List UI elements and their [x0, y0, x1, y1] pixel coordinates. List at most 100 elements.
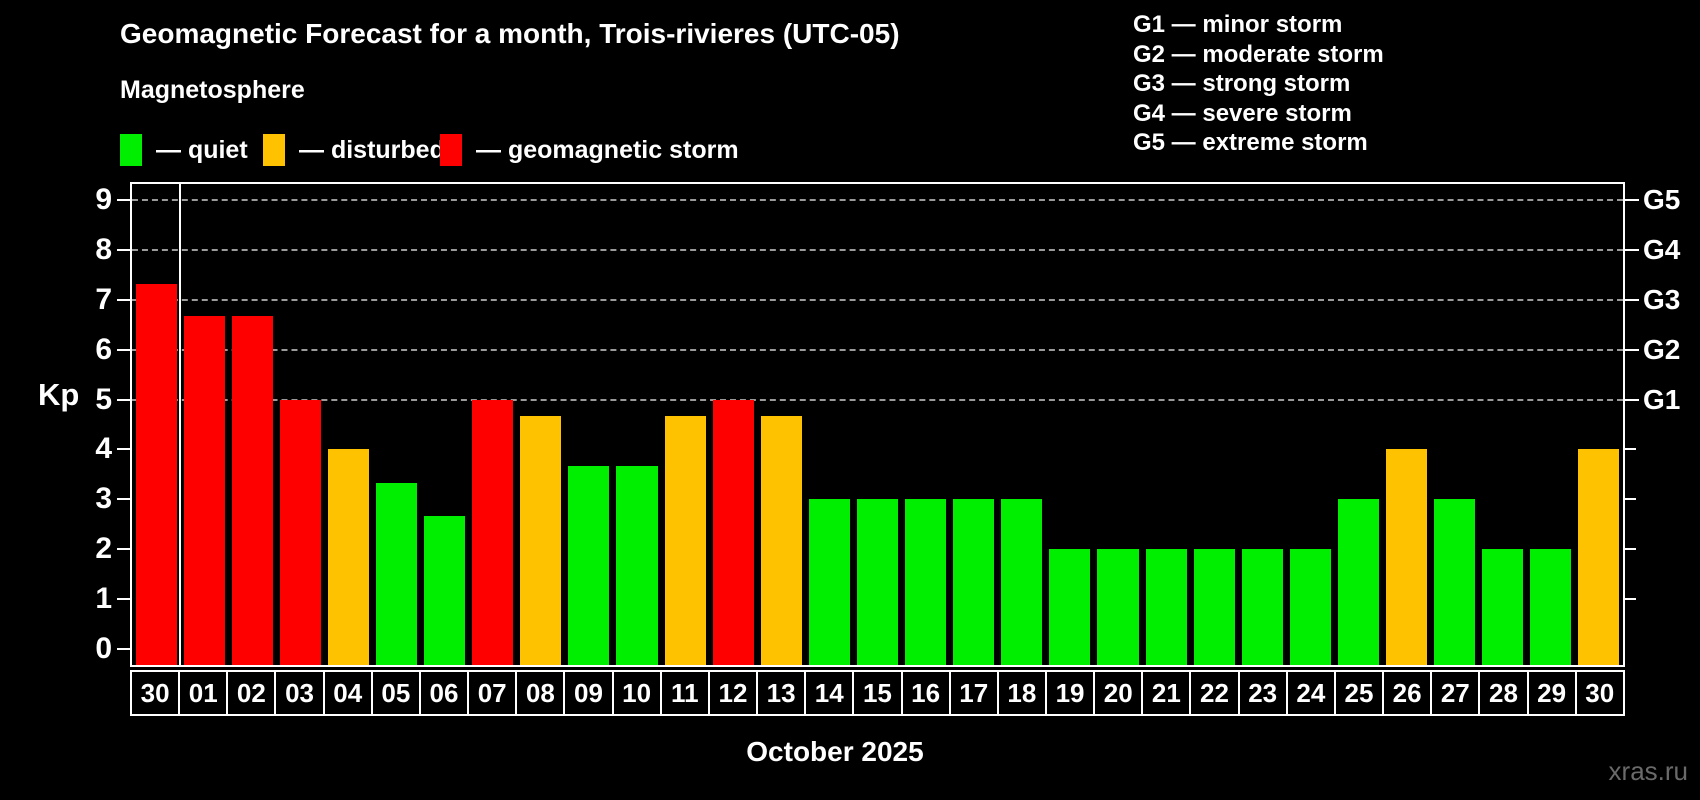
date-cell-30: 30 — [1574, 670, 1625, 716]
y-axis-tick-7 — [117, 299, 131, 302]
y-axis-label-5: 5 — [95, 382, 112, 416]
y-axis-label-8: 8 — [95, 233, 112, 267]
g-legend-line-4: G4 — severe storm — [1133, 99, 1352, 127]
kp-bar-day-13 — [760, 416, 802, 665]
y-axis-tick-0 — [117, 647, 131, 650]
g-legend-line-2: G2 — moderate storm — [1133, 40, 1384, 68]
date-cell-19: 19 — [1044, 670, 1096, 716]
date-cell-01: 01 — [178, 670, 229, 716]
g-scale-legend: G1 — minor storm G2 — moderate storm G3 — … — [1133, 10, 1384, 158]
watermark: xras.ru — [1608, 756, 1688, 786]
kp-bar-day-26 — [1386, 449, 1428, 665]
date-cell-18: 18 — [996, 670, 1047, 716]
date-cell-17: 17 — [948, 670, 999, 716]
kp-bar-day-12 — [712, 399, 754, 665]
date-cell-12: 12 — [707, 670, 759, 716]
date-cell-04: 04 — [322, 670, 373, 716]
y-axis-tick-1 — [117, 597, 131, 600]
x-axis-date-row: 30 01 02 03 04 05 06 07 08 09 10 11 12 13 14 15 16 17 18 19… — [130, 670, 1625, 716]
month-separator-line — [179, 184, 182, 665]
right-axis-tick-G3 — [1624, 299, 1639, 302]
legend-label-storm: — geomagnetic storm — [476, 135, 739, 164]
kp-bar-day-07 — [472, 399, 514, 665]
right-axis-tick-G2 — [1624, 348, 1639, 351]
kp-bar-day-30 — [1578, 449, 1620, 665]
legend-item-storm: — geomagnetic storm — [440, 130, 739, 170]
kp-bar-day-09 — [568, 465, 610, 665]
date-cell-23: 23 — [1237, 670, 1288, 716]
kp-bar-day-20 — [1097, 548, 1139, 665]
legend-item-quiet: — quiet — [120, 130, 248, 170]
right-axis-tick-G4 — [1624, 249, 1639, 252]
date-cell-28: 28 — [1478, 670, 1529, 716]
y-axis-label-6: 6 — [95, 332, 112, 366]
y-axis-tick-6 — [117, 348, 131, 351]
g-legend-line-1: G1 — minor storm — [1133, 11, 1343, 38]
date-cell-05: 05 — [370, 670, 421, 716]
y-axis-tick-2 — [117, 547, 131, 550]
kp-bar-day-14 — [808, 499, 850, 665]
right-axis-label-G3: G3 — [1643, 284, 1681, 316]
legend-swatch-disturbed — [263, 134, 285, 166]
legend-item-disturbed: — disturbed — [263, 130, 445, 170]
kp-bar-day-05 — [375, 482, 418, 665]
right-axis-label-G2: G2 — [1643, 333, 1681, 365]
gridline-kp6 — [132, 348, 1623, 351]
date-cell-27: 27 — [1430, 670, 1481, 716]
date-cell-16: 16 — [900, 670, 951, 716]
g-legend-line-5: G5 — extreme storm — [1133, 129, 1368, 156]
date-cell-11: 11 — [659, 670, 710, 716]
right-axis-minor-tick-3 — [1624, 498, 1636, 501]
kp-axis-title: Kp — [38, 377, 80, 412]
kp-bar-day-08 — [520, 416, 562, 665]
y-axis-tick-9 — [117, 199, 131, 202]
date-cell-14: 14 — [804, 670, 855, 716]
date-cell-29: 29 — [1526, 670, 1577, 716]
kp-bar-day-16 — [905, 499, 947, 665]
right-axis-minor-tick-1 — [1624, 597, 1636, 600]
y-axis-tick-3 — [117, 498, 131, 501]
date-cell-07: 07 — [467, 670, 518, 716]
y-axis-label-4: 4 — [95, 432, 112, 466]
right-axis-minor-tick-2 — [1624, 547, 1636, 550]
x-axis-title: October 2025 — [746, 736, 924, 767]
kp-bar-day-29 — [1530, 548, 1572, 665]
color-legend: — quiet — disturbed — geomagnetic storm — [0, 130, 1700, 170]
chart-title: Geomagnetic Forecast for a month, Trois-… — [120, 18, 900, 49]
date-cell-25: 25 — [1333, 670, 1385, 716]
g-legend-line-3: G3 — strong storm — [1133, 70, 1351, 97]
y-axis-tick-4 — [117, 448, 131, 451]
kp-bar-day-15 — [856, 499, 899, 665]
date-cell-06: 06 — [418, 670, 470, 716]
kp-bar-day-18 — [1001, 499, 1043, 665]
date-cell-22: 22 — [1189, 670, 1240, 716]
y-axis-label-2: 2 — [95, 531, 112, 565]
kp-bar-day-21 — [1145, 548, 1187, 665]
date-cell-15: 15 — [852, 670, 903, 716]
kp-bar-day-28 — [1482, 548, 1524, 665]
kp-bar-day-06 — [424, 515, 466, 665]
date-cell-03: 03 — [274, 670, 325, 716]
kp-bar-day-02 — [231, 316, 273, 665]
chart-subtitle: Magnetosphere — [120, 76, 305, 104]
kp-bar-day-30 — [135, 283, 177, 665]
right-axis-minor-tick-4 — [1624, 448, 1636, 451]
kp-bar-day-04 — [327, 449, 369, 665]
date-cell-prev-30: 30 — [130, 670, 181, 716]
y-axis-tick-8 — [117, 249, 131, 252]
gridline-kp8 — [132, 249, 1623, 252]
plot-area — [130, 182, 1625, 667]
date-cell-13: 13 — [756, 670, 807, 716]
y-axis-label-3: 3 — [95, 482, 112, 516]
legend-swatch-quiet — [120, 134, 142, 166]
gridline-kp7 — [132, 299, 1623, 302]
date-cell-09: 09 — [563, 670, 614, 716]
right-axis-tick-G5 — [1624, 199, 1639, 202]
kp-bar-day-11 — [664, 416, 706, 665]
legend-swatch-storm — [440, 134, 462, 166]
date-cell-20: 20 — [1093, 670, 1144, 716]
date-cell-02: 02 — [226, 670, 277, 716]
gridline-kp9 — [132, 199, 1623, 202]
kp-bar-day-01 — [183, 316, 225, 665]
